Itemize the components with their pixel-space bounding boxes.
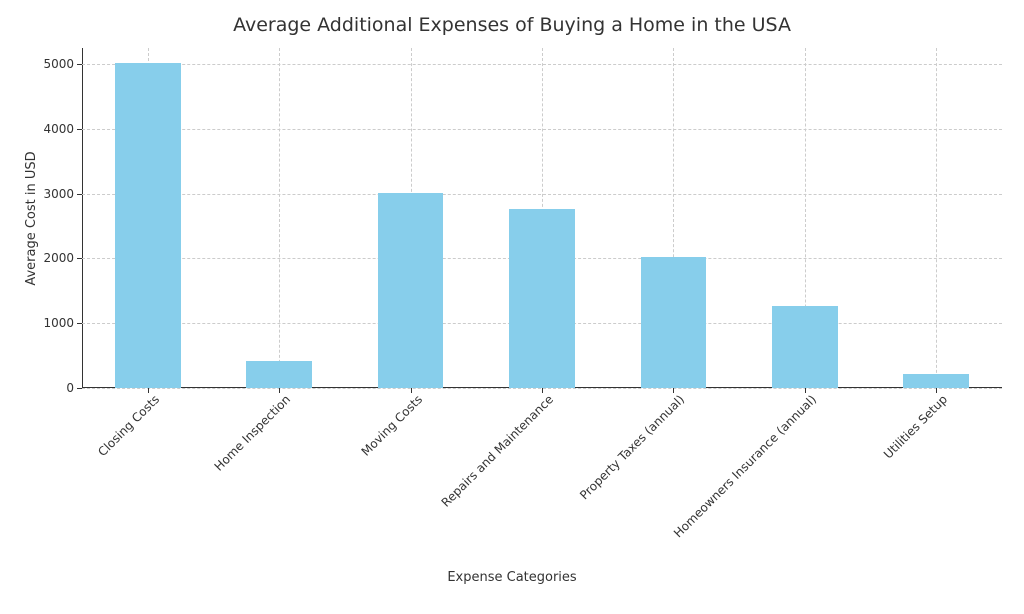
chart-container: Average Additional Expenses of Buying a … — [0, 0, 1024, 614]
plot-area: 010002000300040005000Closing CostsHome I… — [82, 48, 1002, 388]
y-axis-label: Average Cost in USD — [24, 151, 39, 285]
x-axis-label: Expense Categories — [0, 570, 1024, 585]
x-tick-label: Homeowners Insurance (annual) — [667, 388, 819, 540]
bar — [641, 257, 707, 388]
y-tick-label: 0 — [66, 381, 82, 395]
x-tick-label: Moving Costs — [354, 388, 425, 459]
x-tick-label: Closing Costs — [91, 388, 162, 459]
y-tick-label: 1000 — [43, 316, 82, 330]
grid-line-vertical — [936, 48, 937, 388]
x-tick-label: Repairs and Maintenance — [434, 388, 556, 510]
x-tick-label: Home Inspection — [208, 388, 294, 474]
y-tick-label: 2000 — [43, 251, 82, 265]
chart-title: Average Additional Expenses of Buying a … — [0, 14, 1024, 36]
bar — [115, 63, 181, 388]
bar — [903, 374, 969, 388]
x-tick-label: Utilities Setup — [877, 388, 950, 461]
bar — [509, 209, 575, 388]
bar — [378, 193, 444, 388]
bar — [772, 306, 838, 388]
x-tick-label: Property Taxes (annual) — [573, 388, 687, 502]
y-tick-label: 4000 — [43, 122, 82, 136]
y-axis-spine — [82, 48, 83, 388]
y-tick-label: 5000 — [43, 57, 82, 71]
y-tick-label: 3000 — [43, 187, 82, 201]
bar — [246, 361, 312, 388]
grid-line-vertical — [279, 48, 280, 388]
